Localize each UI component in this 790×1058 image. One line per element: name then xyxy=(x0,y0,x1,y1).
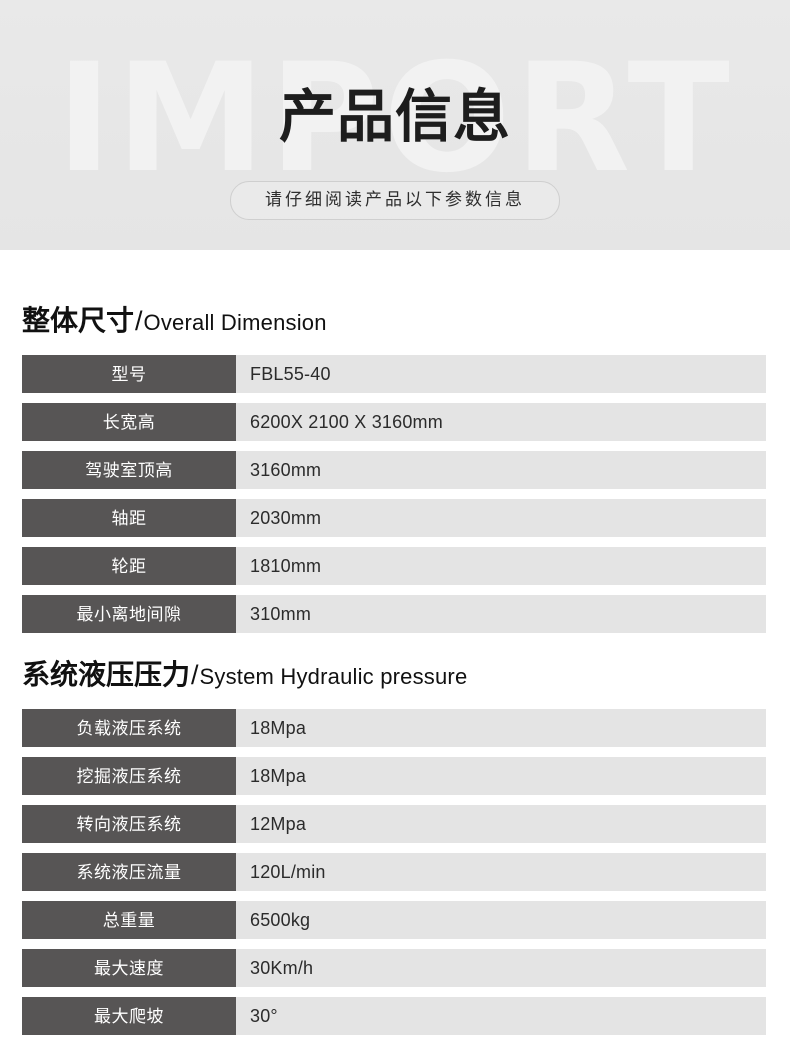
table-row: 挖掘液压系统 18Mpa xyxy=(22,757,766,795)
section-title-en: System Hydraulic pressure xyxy=(199,664,468,689)
spec-value: 30° xyxy=(236,997,766,1035)
section-title-cn: 系统液压压力 xyxy=(22,658,191,691)
banner-subtitle-wrap: 请仔细阅读产品以下参数信息 xyxy=(0,181,790,220)
spec-label: 型号 xyxy=(22,355,236,393)
spec-value: 310mm xyxy=(236,595,766,633)
table-row: 型号 FBL55-40 xyxy=(22,355,766,393)
spec-label: 总重量 xyxy=(22,901,236,939)
table-row: 转向液压系统 12Mpa xyxy=(22,805,766,843)
table-row: 轮距 1810mm xyxy=(22,547,766,585)
table-row: 最大爬坡 30° xyxy=(22,997,766,1035)
section-heading: 系统液压压力 / System Hydraulic pressure xyxy=(22,633,768,709)
spec-value: 3160mm xyxy=(236,451,766,489)
spec-value: 30Km/h xyxy=(236,949,766,987)
section-title-separator: / xyxy=(191,660,199,690)
table-row: 驾驶室顶高 3160mm xyxy=(22,451,766,489)
section-overall-dimension: 整体尺寸 / Overall Dimension 型号 FBL55-40 长宽高… xyxy=(22,250,768,633)
table-row: 轴距 2030mm xyxy=(22,499,766,537)
spec-label: 轴距 xyxy=(22,499,236,537)
table-row: 长宽高 6200X 2100 X 3160mm xyxy=(22,403,766,441)
spec-label: 驾驶室顶高 xyxy=(22,451,236,489)
table-row: 最小离地间隙 310mm xyxy=(22,595,766,633)
spec-label: 挖掘液压系统 xyxy=(22,757,236,795)
spec-value: 12Mpa xyxy=(236,805,766,843)
spec-table-system-hydraulic-pressure: 负载液压系统 18Mpa 挖掘液压系统 18Mpa 转向液压系统 12Mpa 系… xyxy=(22,709,766,1035)
spec-label: 长宽高 xyxy=(22,403,236,441)
spec-value: 1810mm xyxy=(236,547,766,585)
spec-value: 2030mm xyxy=(236,499,766,537)
spec-label: 负载液压系统 xyxy=(22,709,236,747)
spec-label: 轮距 xyxy=(22,547,236,585)
table-row: 总重量 6500kg xyxy=(22,901,766,939)
spec-value: 18Mpa xyxy=(236,709,766,747)
section-system-hydraulic-pressure: 系统液压压力 / System Hydraulic pressure 负载液压系… xyxy=(22,633,768,1035)
table-row: 最大速度 30Km/h xyxy=(22,949,766,987)
section-title-en: Overall Dimension xyxy=(143,310,327,335)
spec-content: 整体尺寸 / Overall Dimension 型号 FBL55-40 长宽高… xyxy=(0,250,790,1035)
spec-value: 120L/min xyxy=(236,853,766,891)
spec-label: 最小离地间隙 xyxy=(22,595,236,633)
page-banner: IMPORT 产品信息 请仔细阅读产品以下参数信息 xyxy=(0,0,790,250)
spec-label: 最大速度 xyxy=(22,949,236,987)
section-heading: 整体尺寸 / Overall Dimension xyxy=(22,250,768,355)
spec-value: 6500kg xyxy=(236,901,766,939)
page-title: 产品信息 xyxy=(279,84,511,150)
spec-value: 18Mpa xyxy=(236,757,766,795)
spec-value: 6200X 2100 X 3160mm xyxy=(236,403,766,441)
spec-label: 最大爬坡 xyxy=(22,997,236,1035)
section-title-cn: 整体尺寸 xyxy=(22,304,135,337)
banner-subtitle-pill: 请仔细阅读产品以下参数信息 xyxy=(230,181,560,220)
spec-value: FBL55-40 xyxy=(236,355,766,393)
spec-label: 转向液压系统 xyxy=(22,805,236,843)
section-title-separator: / xyxy=(135,306,143,336)
table-row: 负载液压系统 18Mpa xyxy=(22,709,766,747)
spec-label: 系统液压流量 xyxy=(22,853,236,891)
spec-table-overall-dimension: 型号 FBL55-40 长宽高 6200X 2100 X 3160mm 驾驶室顶… xyxy=(22,355,766,633)
table-row: 系统液压流量 120L/min xyxy=(22,853,766,891)
